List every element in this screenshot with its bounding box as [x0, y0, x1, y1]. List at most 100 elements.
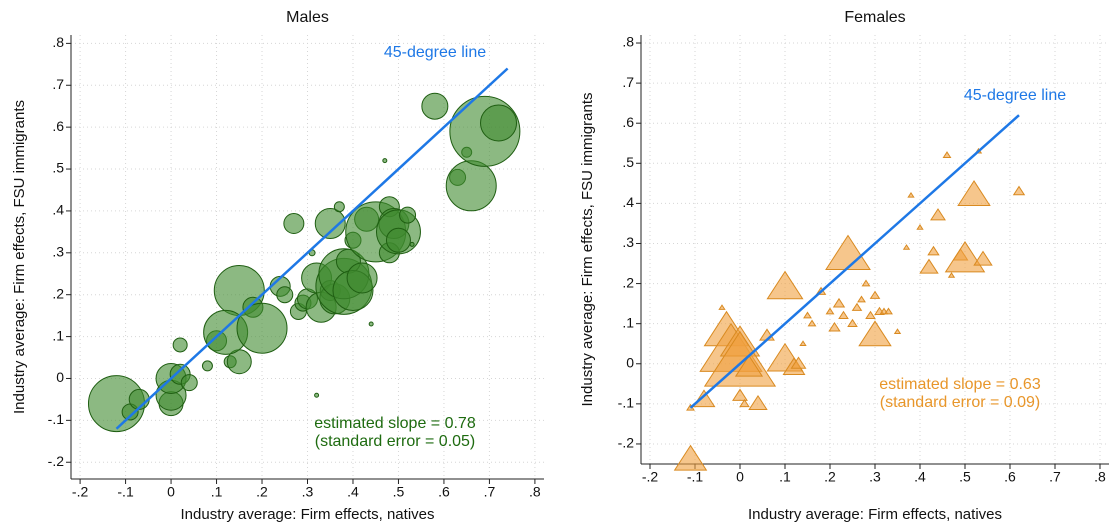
point [673, 444, 708, 471]
y-tick-label: .4 [622, 194, 634, 210]
x-tick-label: -.2 [642, 469, 659, 485]
x-tick-label: .4 [347, 484, 359, 500]
point [947, 272, 956, 278]
point [480, 104, 518, 142]
x-tick-label: .8 [529, 484, 541, 500]
point [884, 307, 893, 315]
point [236, 302, 288, 354]
y-tick-label: -.2 [48, 453, 65, 469]
point [838, 310, 849, 319]
point [927, 245, 940, 256]
x-tick-label: .3 [869, 469, 881, 485]
point [916, 224, 924, 230]
point [172, 337, 188, 353]
point [847, 318, 858, 327]
reference-label: 45-degree line [384, 44, 486, 61]
point [734, 354, 764, 377]
y-tick-label: .6 [622, 114, 634, 130]
x-tick-label: .6 [438, 484, 450, 500]
point [893, 328, 902, 334]
point [803, 311, 812, 319]
point [930, 208, 946, 221]
x-tick-label: .5 [393, 484, 405, 500]
y-tick-label: .2 [622, 274, 634, 290]
annotation: estimated slope = 0.78 [314, 415, 476, 432]
reference-label: 45-degree line [964, 87, 1066, 104]
point [828, 321, 841, 332]
y-tick-label: .8 [622, 34, 634, 50]
point [902, 244, 911, 250]
y-tick-label: -.2 [618, 435, 635, 451]
point [718, 304, 726, 310]
panel-title: Males [286, 9, 329, 26]
x-tick-label: .2 [824, 469, 836, 485]
y-tick-label: .5 [52, 160, 64, 176]
panel: Females -.2 -.1 0 .1 .2 .3 .4 .5 .6 .7 .8 -.2 -.1 0 .1.… [579, 9, 1109, 523]
point [399, 206, 417, 224]
point [314, 207, 346, 239]
x-tick-label: -.1 [687, 469, 704, 485]
point [283, 212, 305, 234]
y-tick-label: .5 [622, 154, 634, 170]
annotation: (standard error = 0.09) [880, 394, 1041, 411]
y-tick-label: .2 [52, 285, 64, 301]
x-axis-title: Industry average: Firm effects, natives [748, 506, 1002, 523]
point [732, 388, 748, 401]
point [739, 398, 750, 408]
point [333, 201, 345, 213]
y-tick-label: -.1 [48, 411, 65, 427]
point [748, 394, 768, 410]
point [832, 297, 846, 308]
x-tick-label: .7 [1049, 469, 1061, 485]
y-tick-label: .1 [52, 327, 64, 343]
x-axis-title: Industry average: Firm effects, natives [181, 506, 435, 523]
x-tick-label: .8 [1094, 469, 1106, 485]
y-tick-label: .1 [622, 314, 634, 330]
point [919, 258, 939, 274]
point [858, 320, 892, 347]
point [942, 151, 952, 159]
y-tick-label: .6 [52, 118, 64, 134]
point [869, 290, 881, 299]
x-tick-label: .5 [959, 469, 971, 485]
point [825, 234, 871, 271]
x-tick-label: .3 [302, 484, 314, 500]
point [382, 158, 388, 164]
point [973, 250, 993, 266]
annotation: (standard error = 0.05) [315, 433, 476, 450]
y-tick-label: .4 [52, 202, 64, 218]
point [314, 392, 320, 398]
x-tick-label: .1 [211, 484, 223, 500]
point [409, 241, 415, 247]
x-tick-label: .7 [484, 484, 496, 500]
point [276, 286, 294, 304]
x-tick-label: -.2 [72, 484, 89, 500]
panel-title: Females [844, 9, 905, 26]
point [346, 262, 378, 294]
point [865, 310, 876, 319]
x-tick-label: 0 [736, 469, 744, 485]
y-tick-label: .3 [622, 234, 634, 250]
y-tick-label: -.1 [618, 395, 635, 411]
y-axis-title: Industry average: Firm effects, FSU immi… [579, 93, 596, 407]
point [907, 191, 915, 198]
point [421, 92, 449, 120]
point [825, 307, 835, 315]
y-axis-title: Industry average: Firm effects, FSU immi… [11, 100, 28, 414]
y-tick-label: .7 [622, 74, 634, 90]
point [807, 319, 817, 327]
reference-line [115, 67, 509, 430]
point [385, 227, 411, 253]
x-tick-label: -.1 [117, 484, 134, 500]
x-tick-label: .4 [914, 469, 926, 485]
point [201, 360, 213, 372]
point [957, 180, 991, 206]
x-tick-label: .6 [1004, 469, 1016, 485]
point [445, 160, 497, 212]
x-tick-label: .1 [779, 469, 791, 485]
y-tick-label: 0 [56, 369, 64, 385]
point [861, 279, 871, 287]
x-tick-label: .2 [256, 484, 268, 500]
reference-line [689, 114, 1020, 409]
